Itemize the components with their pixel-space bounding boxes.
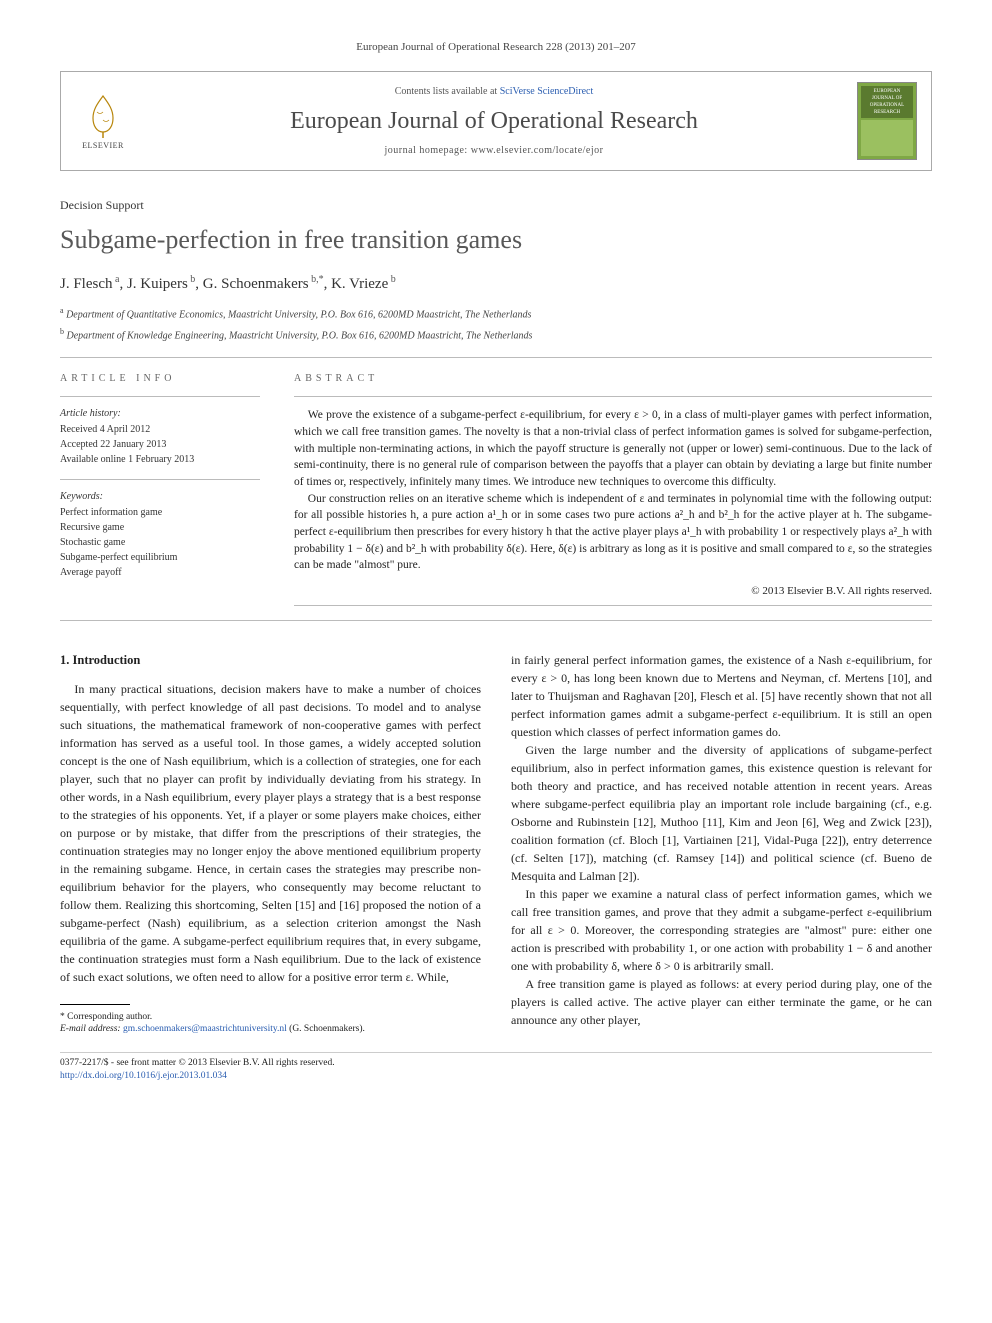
footer-left: 0377-2217/$ - see front matter © 2013 El… bbox=[60, 1057, 335, 1084]
affiliation-a: a Department of Quantitative Economics, … bbox=[60, 305, 932, 322]
article-info-header: ARTICLE INFO bbox=[60, 372, 260, 386]
keyword: Perfect information game bbox=[60, 506, 260, 520]
journal-homepage-line: journal homepage: www.elsevier.com/locat… bbox=[145, 144, 843, 158]
elsevier-logo: ELSEVIER bbox=[75, 89, 131, 153]
journal-cover-thumbnail: EUROPEAN JOURNAL OF OPERATIONAL RESEARCH bbox=[857, 82, 917, 160]
body-para: A free transition game is played as foll… bbox=[511, 975, 932, 1029]
abstract-column: ABSTRACT We prove the existence of a sub… bbox=[294, 372, 932, 606]
abstract-copyright: © 2013 Elsevier B.V. All rights reserved… bbox=[294, 584, 932, 599]
keyword: Subgame-perfect equilibrium bbox=[60, 551, 260, 565]
homepage-prefix: journal homepage: bbox=[385, 145, 471, 156]
abstract-para: Our construction relies on an iterative … bbox=[294, 491, 932, 574]
sciencedirect-link[interactable]: SciVerse ScienceDirect bbox=[500, 86, 594, 97]
footnote-separator bbox=[60, 1004, 130, 1005]
body-para: In this paper we examine a natural class… bbox=[511, 885, 932, 975]
divider bbox=[294, 396, 932, 397]
paper-title: Subgame-perfection in free transition ga… bbox=[60, 222, 932, 258]
email-who: (G. Schoenmakers). bbox=[289, 1024, 365, 1034]
body-para: in fairly general perfect information ga… bbox=[511, 651, 932, 741]
body-columns: 1. Introduction In many practical situat… bbox=[60, 651, 932, 1035]
journal-header-box: ELSEVIER Contents lists available at Sci… bbox=[60, 71, 932, 171]
affil-text: Department of Knowledge Engineering, Maa… bbox=[67, 330, 533, 341]
journal-reference: European Journal of Operational Research… bbox=[60, 40, 932, 55]
left-column: 1. Introduction In many practical situat… bbox=[60, 651, 481, 1035]
corresponding-author-note: * Corresponding author. bbox=[60, 1011, 481, 1023]
divider bbox=[60, 479, 260, 480]
doi-link[interactable]: http://dx.doi.org/10.1016/j.ejor.2013.01… bbox=[60, 1071, 227, 1081]
keywords-label: Keywords: bbox=[60, 490, 260, 504]
info-abstract-row: ARTICLE INFO Article history: Received 4… bbox=[60, 372, 932, 606]
contents-available-line: Contents lists available at SciVerse Sci… bbox=[145, 85, 843, 99]
homepage-url[interactable]: www.elsevier.com/locate/ejor bbox=[471, 145, 604, 156]
journal-title: European Journal of Operational Research bbox=[145, 105, 843, 139]
abstract-header: ABSTRACT bbox=[294, 372, 932, 386]
footer-bar: 0377-2217/$ - see front matter © 2013 El… bbox=[60, 1052, 932, 1084]
divider bbox=[60, 620, 932, 621]
affil-text: Department of Quantitative Economics, Ma… bbox=[66, 309, 531, 320]
affiliation-b: b Department of Knowledge Engineering, M… bbox=[60, 326, 932, 343]
affil-sup: b bbox=[60, 327, 64, 336]
abstract-para: We prove the existence of a subgame-perf… bbox=[294, 407, 932, 490]
received-date: Received 4 April 2012 bbox=[60, 423, 260, 437]
online-date: Available online 1 February 2013 bbox=[60, 453, 260, 467]
journal-cover-body bbox=[861, 120, 913, 156]
right-column: in fairly general perfect information ga… bbox=[511, 651, 932, 1035]
email-label: E-mail address: bbox=[60, 1024, 121, 1034]
author-list: J. Flesch a, J. Kuipers b, G. Schoenmake… bbox=[60, 273, 932, 295]
section-label: Decision Support bbox=[60, 197, 932, 214]
contents-prefix: Contents lists available at bbox=[395, 86, 500, 97]
accepted-date: Accepted 22 January 2013 bbox=[60, 438, 260, 452]
keyword: Average payoff bbox=[60, 566, 260, 580]
abstract-text: We prove the existence of a subgame-perf… bbox=[294, 407, 932, 574]
divider bbox=[294, 605, 932, 606]
email-link[interactable]: gm.schoenmakers@maastrichtuniversity.nl bbox=[123, 1024, 287, 1034]
article-info-column: ARTICLE INFO Article history: Received 4… bbox=[60, 372, 260, 606]
email-footnote: E-mail address: gm.schoenmakers@maastric… bbox=[60, 1023, 481, 1035]
journal-cover-caption: EUROPEAN JOURNAL OF OPERATIONAL RESEARCH bbox=[861, 86, 913, 118]
section-number: 1. bbox=[60, 653, 69, 667]
keyword: Recursive game bbox=[60, 521, 260, 535]
front-matter-line: 0377-2217/$ - see front matter © 2013 El… bbox=[60, 1057, 335, 1070]
divider bbox=[60, 396, 260, 397]
affil-sup: a bbox=[60, 306, 64, 315]
divider bbox=[60, 357, 932, 358]
section-title: Introduction bbox=[73, 653, 141, 667]
section-heading: 1. Introduction bbox=[60, 651, 481, 670]
tree-icon bbox=[79, 92, 127, 140]
keyword: Stochastic game bbox=[60, 536, 260, 550]
elsevier-logo-text: ELSEVIER bbox=[82, 140, 124, 151]
body-para: In many practical situations, decision m… bbox=[60, 680, 481, 986]
history-label: Article history: bbox=[60, 407, 260, 421]
body-para: Given the large number and the diversity… bbox=[511, 741, 932, 885]
header-center: Contents lists available at SciVerse Sci… bbox=[145, 85, 843, 159]
